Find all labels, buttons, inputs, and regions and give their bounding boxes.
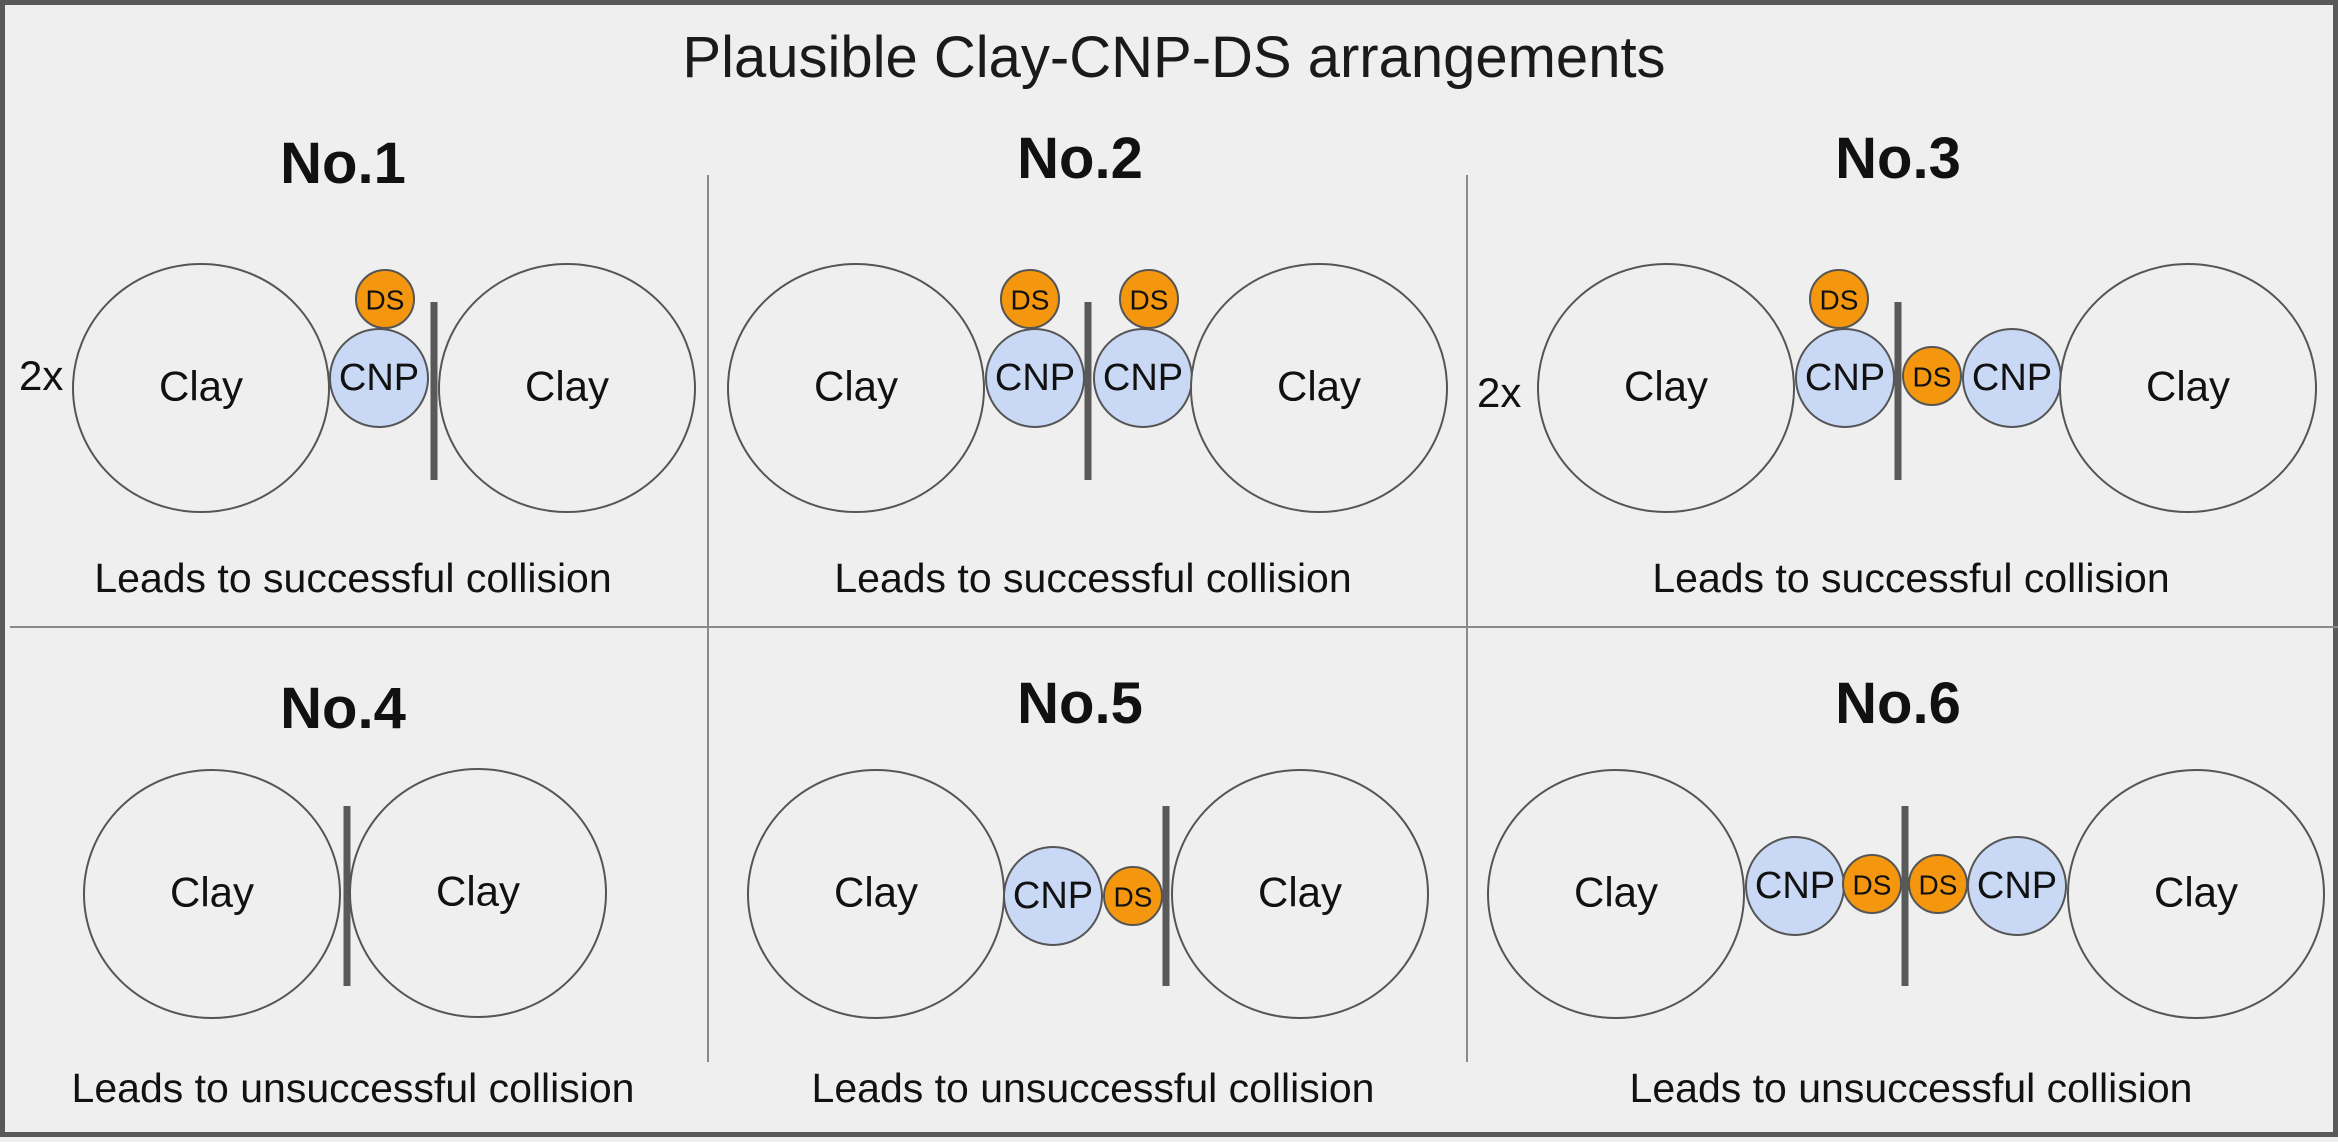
p3-ds-middle xyxy=(1902,346,1962,406)
panel-3-multiplier: 2x xyxy=(1477,369,1522,416)
p1-ds-label: DS xyxy=(366,285,405,316)
p6-clay-left-label: Clay xyxy=(1574,869,1658,916)
p3-clay-right-label: Clay xyxy=(2146,363,2230,410)
panel-2-title: No.2 xyxy=(1017,126,1143,191)
p2-clay-left-label: Clay xyxy=(814,363,898,410)
p2-ds-right xyxy=(1119,269,1179,329)
p6-cnp-left-label: CNP xyxy=(1755,865,1835,907)
p6-ds-right xyxy=(1908,854,1968,914)
p5-clay-left-label: Clay xyxy=(834,869,918,916)
p5-cnp-label: CNP xyxy=(1013,875,1093,917)
panel-5-title: No.5 xyxy=(1017,671,1143,736)
p2-clay-right-label: Clay xyxy=(1277,363,1361,410)
panel-1-result: Leads to successful collision xyxy=(94,555,612,601)
p3-clay-right xyxy=(2059,263,2317,513)
p3-cnp-left xyxy=(1795,328,1895,428)
p3-cnp-left-label: CNP xyxy=(1805,357,1885,399)
p2-cnp-left-label: CNP xyxy=(995,357,1075,399)
p1-clay-left-label: Clay xyxy=(159,363,243,410)
p6-ds-left-label: DS xyxy=(1853,870,1892,901)
p6-clay-left xyxy=(1487,769,1745,1019)
p1-cnp-label: CNP xyxy=(339,357,419,399)
p2-ds-left xyxy=(1000,269,1060,329)
panel-1-title: No.1 xyxy=(280,131,406,196)
p6-ds-left xyxy=(1842,854,1902,914)
panel-3-result: Leads to successful collision xyxy=(1652,555,2170,601)
p6-cnp-right-label: CNP xyxy=(1977,865,2057,907)
p5-cnp xyxy=(1003,846,1103,946)
p4-clay-left-label: Clay xyxy=(170,869,254,916)
p4-clay-right xyxy=(349,768,607,1018)
panel-6-title: No.6 xyxy=(1835,671,1961,736)
p5-clay-right xyxy=(1171,769,1429,1019)
p5-ds xyxy=(1103,866,1163,926)
p3-cnp-right-label: CNP xyxy=(1972,357,2052,399)
p2-ds-right-label: DS xyxy=(1130,285,1169,316)
panel-3-title: No.3 xyxy=(1835,126,1961,191)
p3-ds-top xyxy=(1809,269,1869,329)
p2-clay-left xyxy=(727,263,985,513)
p6-ds-right-label: DS xyxy=(1919,870,1958,901)
p3-clay-left xyxy=(1537,263,1795,513)
p3-clay-left-label: Clay xyxy=(1624,363,1708,410)
panel-1-multiplier: 2x xyxy=(19,352,64,399)
p2-cnp-left xyxy=(985,328,1085,428)
p2-clay-right xyxy=(1190,263,1448,513)
p2-ds-left-label: DS xyxy=(1011,285,1050,316)
arrangement-diagram: Clay CNP DS Clay Clay CNP DS CNP DS Clay Clay CNP DS… xyxy=(10,175,2338,1062)
p6-clay-right-label: Clay xyxy=(2154,869,2238,916)
panel-4-title: No.4 xyxy=(280,676,406,741)
p4-clay-right-label: Clay xyxy=(436,868,520,915)
p4-clay-left xyxy=(83,769,341,1019)
p3-ds-middle-label: DS xyxy=(1913,362,1952,393)
p2-cnp-right-label: CNP xyxy=(1103,357,1183,399)
p6-clay-right xyxy=(2067,769,2325,1019)
p3-ds-top-label: DS xyxy=(1820,285,1859,316)
p5-ds-label: DS xyxy=(1114,882,1153,913)
p1-clay-left xyxy=(72,263,330,513)
p5-clay-right-label: Clay xyxy=(1258,869,1342,916)
p1-ds xyxy=(355,269,415,329)
p6-cnp-right xyxy=(1967,836,2067,936)
panel-2-result: Leads to successful collision xyxy=(834,555,1352,601)
diagram-title: Plausible Clay-CNP-DS arrangements xyxy=(682,25,1666,90)
panel-4-result: Leads to unsuccessful collision xyxy=(71,1065,635,1111)
p1-clay-right-label: Clay xyxy=(525,363,609,410)
panel-6-result: Leads to unsuccessful collision xyxy=(1629,1065,2193,1111)
panel-5-result: Leads to unsuccessful collision xyxy=(811,1065,1375,1111)
p1-clay-right xyxy=(438,263,696,513)
p1-cnp xyxy=(329,328,429,428)
